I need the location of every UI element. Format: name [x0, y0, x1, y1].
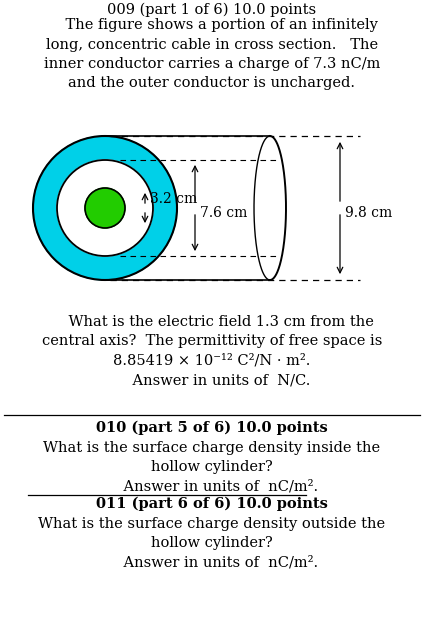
Text: 010 (part 5 of 6) 10.0 points: 010 (part 5 of 6) 10.0 points: [96, 421, 328, 436]
Text: 3.2 cm: 3.2 cm: [150, 192, 197, 206]
Text: What is the surface charge density inside the
hollow cylinder?
    Answer in uni: What is the surface charge density insid…: [43, 441, 381, 494]
Text: 9.8 cm: 9.8 cm: [345, 206, 392, 220]
Circle shape: [33, 136, 177, 280]
Text: What is the electric field 1.3 cm from the
central axis?  The permittivity of fr: What is the electric field 1.3 cm from t…: [42, 315, 382, 387]
Circle shape: [57, 160, 153, 256]
Text: What is the surface charge density outside the
hollow cylinder?
    Answer in un: What is the surface charge density outsi…: [39, 517, 385, 570]
Circle shape: [85, 188, 125, 228]
Text: 009 (part 1 of 6) 10.0 points: 009 (part 1 of 6) 10.0 points: [107, 3, 317, 17]
Text: The figure shows a portion of an infinitely
long, concentric cable in cross sect: The figure shows a portion of an infinit…: [44, 18, 380, 90]
Text: 7.6 cm: 7.6 cm: [200, 206, 247, 220]
Text: 011 (part 6 of 6) 10.0 points: 011 (part 6 of 6) 10.0 points: [96, 497, 328, 512]
